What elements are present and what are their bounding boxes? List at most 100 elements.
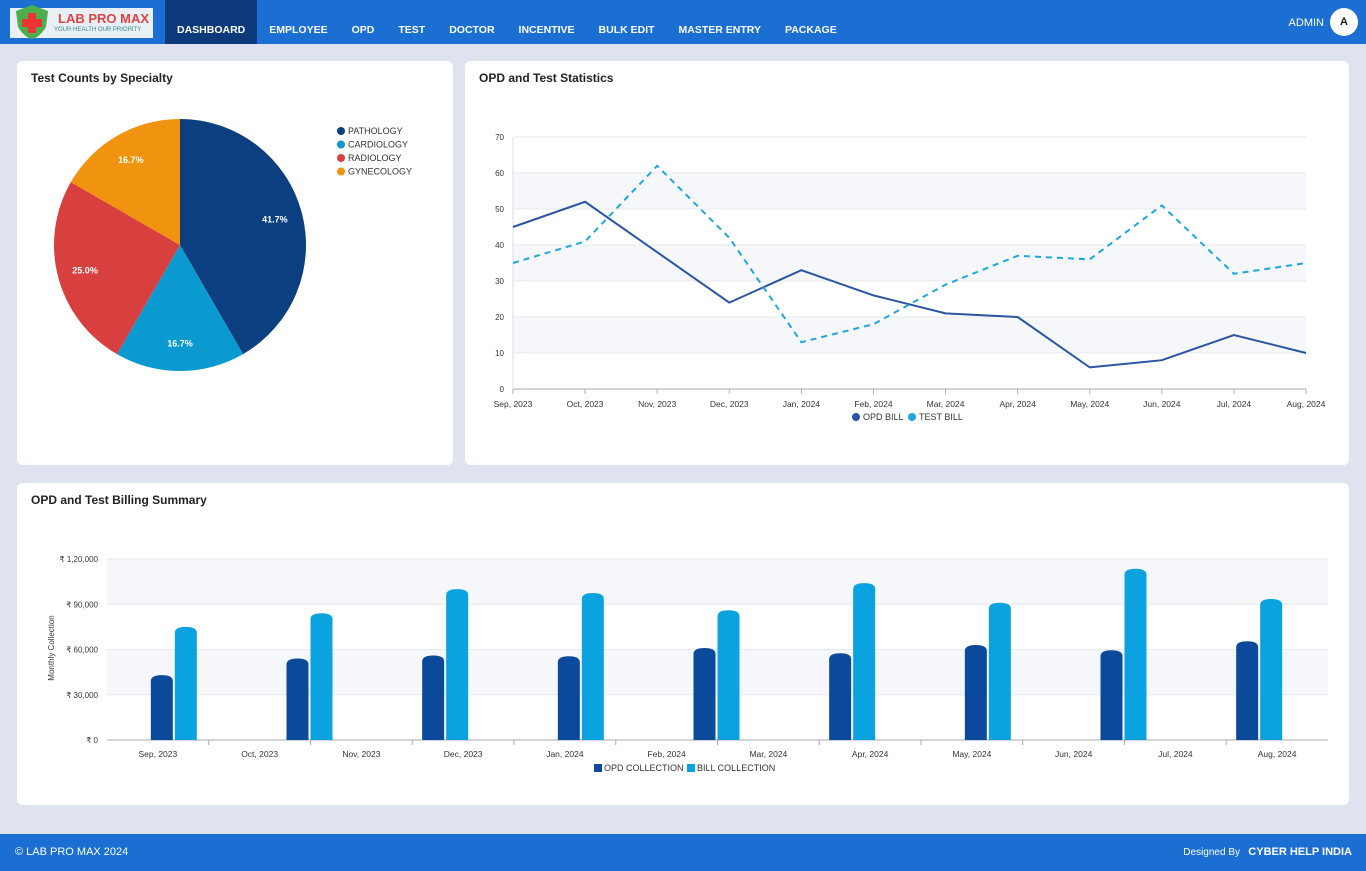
nav-item[interactable]: MASTER ENTRY	[678, 24, 761, 36]
legend-label: BILL COLLECTION	[697, 763, 775, 773]
y-tick-label: 40	[495, 241, 504, 250]
nav-item[interactable]: OPD	[351, 24, 375, 36]
line-series	[512, 200, 1307, 369]
data-label: 41.7%	[262, 215, 288, 225]
pie-slice	[54, 182, 180, 355]
y-tick-label: 10	[495, 349, 504, 358]
bar	[717, 610, 740, 740]
x-tick-label: Jul, 2024	[1158, 749, 1193, 759]
chart-title: OPD and Test Billing Summary	[31, 493, 207, 507]
legend-marker	[337, 167, 345, 176]
bar	[1100, 650, 1123, 740]
y-tick-label: 0	[500, 385, 505, 394]
x-tick-label: Mar, 2024	[749, 749, 787, 759]
y-tick-label: ₹ 30,000	[66, 691, 98, 700]
x-tick-label: Oct, 2023	[241, 749, 278, 759]
x-tick-label: Dec, 2023	[444, 749, 483, 759]
y-tick-label: ₹ 1,20,000	[60, 555, 99, 564]
y-tick-label: ₹ 90,000	[66, 600, 98, 609]
legend-label: OPD BILL	[863, 412, 904, 422]
logo[interactable]: LAB PRO MAX YOUR HEALTH OUR PRIORITY	[10, 5, 153, 39]
x-tick-label: Feb, 2024	[647, 749, 686, 759]
legend-marker	[337, 154, 345, 162]
x-tick-label: Aug, 2024	[1258, 749, 1297, 759]
bar	[150, 675, 173, 740]
nav-item[interactable]: BULK EDIT	[598, 24, 655, 36]
bar	[557, 656, 580, 740]
logo-title: LAB PRO MAX	[58, 11, 149, 26]
x-tick-label: Dec, 2023	[710, 399, 749, 409]
bar	[829, 653, 852, 740]
grid-band	[513, 317, 1306, 353]
x-tick-label: Sep, 2023	[138, 749, 177, 759]
nav-item[interactable]: DASHBOARD	[165, 0, 258, 44]
bar	[1236, 641, 1259, 740]
x-tick-label: May, 2024	[1070, 399, 1109, 409]
x-tick-label: Nov, 2023	[638, 399, 676, 409]
logo-tagline: YOUR HEALTH OUR PRIORITY	[54, 27, 142, 33]
y-tick-label: 70	[495, 133, 504, 142]
bar	[174, 626, 197, 740]
bar	[446, 589, 469, 740]
header: LAB PRO MAX YOUR HEALTH OUR PRIORITY DAS…	[0, 0, 1366, 44]
x-tick-label: Oct, 2023	[567, 399, 604, 409]
chart-title: Test Counts by Specialty	[31, 71, 173, 85]
legend-label: OPD COLLECTION	[604, 763, 684, 773]
y-axis-label: Monthly Collection	[47, 615, 56, 680]
bar	[1260, 598, 1283, 740]
legend-label: TEST BILL	[919, 412, 963, 422]
y-tick-label: 60	[495, 169, 504, 178]
pie-slice	[70, 119, 180, 245]
legend-marker	[337, 140, 345, 149]
legend-marker	[687, 764, 695, 772]
bar	[693, 647, 716, 740]
legend-label: RADIOLOGY	[348, 153, 402, 163]
x-tick-label: Jun, 2024	[1143, 399, 1181, 409]
bar	[1124, 568, 1147, 740]
x-tick-label: Sep, 2023	[494, 399, 533, 409]
designed-by: Designed By	[1183, 847, 1240, 858]
bar	[310, 613, 333, 740]
legend-label: CARDIOLOGY	[348, 140, 408, 150]
x-tick-label: May, 2024	[952, 749, 991, 759]
nav-item[interactable]: INCENTIVE	[518, 24, 575, 36]
x-tick-label: Jan, 2024	[783, 399, 821, 409]
pie-slice	[116, 245, 244, 372]
grid-band	[513, 245, 1306, 281]
y-tick-label: 50	[495, 205, 504, 214]
bar	[581, 592, 604, 740]
x-tick-label: Jun, 2024	[1055, 749, 1093, 759]
company: CYBER HELP INDIA	[1248, 846, 1352, 858]
legend-label: GYNECOLOGY	[348, 167, 412, 177]
bar	[853, 583, 876, 740]
bar	[988, 602, 1011, 740]
user-name[interactable]: ADMIN	[1288, 17, 1324, 29]
grid-band	[513, 173, 1306, 209]
nav-item[interactable]: EMPLOYEE	[269, 24, 328, 36]
nav-item[interactable]: TEST	[398, 24, 426, 36]
x-tick-label: Jul, 2024	[1217, 399, 1252, 409]
x-tick-label: Jan, 2024	[546, 749, 584, 759]
x-tick-label: Apr, 2024	[999, 399, 1036, 409]
nav-item[interactable]: PACKAGE	[785, 24, 837, 36]
avatar[interactable]: A	[1330, 8, 1358, 36]
data-label: 16.7%	[167, 338, 193, 348]
legend-label: PATHOLOGY	[348, 126, 403, 136]
data-label: 16.7%	[118, 155, 144, 165]
copyright: © LAB PRO MAX 2024	[15, 846, 129, 858]
y-tick-label: ₹ 60,000	[66, 646, 98, 655]
x-tick-label: Feb, 2024	[854, 399, 893, 409]
logo-icon	[16, 5, 48, 39]
bar	[964, 644, 987, 740]
legend-marker	[908, 413, 916, 421]
footer: © LAB PRO MAX 2024 Designed By CYBER HEL…	[0, 834, 1366, 871]
data-label: 25.0%	[72, 265, 98, 275]
y-tick-label: ₹ 0	[86, 736, 98, 745]
y-tick-label: 30	[495, 277, 504, 286]
legend-marker	[852, 413, 860, 421]
legend-marker	[337, 127, 345, 135]
nav-item[interactable]: DOCTOR	[449, 24, 495, 36]
y-tick-label: 20	[495, 313, 504, 322]
